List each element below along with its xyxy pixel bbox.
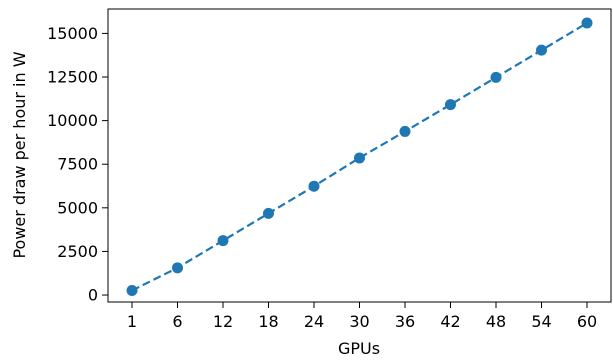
data-point (308, 180, 320, 192)
data-point (399, 125, 411, 137)
y-axis: 0 2500 5000 7500 10000 12500 15000 (47, 24, 108, 305)
x-tick-label: 6 (172, 312, 182, 331)
x-axis: 1 6 12 18 24 30 36 42 48 54 60 (127, 302, 597, 331)
data-point (217, 235, 229, 247)
data-point (445, 99, 456, 111)
x-tick-label: 24 (304, 312, 324, 331)
x-tick-label: 60 (577, 312, 597, 331)
x-tick-label: 30 (349, 312, 369, 331)
x-tick-label: 12 (213, 312, 233, 331)
x-tick-label: 18 (258, 312, 278, 331)
y-tick-label: 5000 (57, 198, 98, 217)
data-point (263, 207, 274, 219)
data-point (490, 71, 502, 83)
x-tick-label: 42 (440, 312, 460, 331)
y-tick-label: 12500 (47, 68, 98, 87)
y-tick-label: 2500 (57, 242, 98, 261)
x-axis-label: GPUs (338, 339, 380, 358)
y-tick-label: 10000 (47, 111, 98, 130)
data-point (126, 284, 138, 296)
x-tick-label: 48 (486, 312, 506, 331)
y-tick-label: 7500 (57, 155, 98, 174)
data-point (172, 262, 183, 274)
data-point (536, 44, 547, 56)
series-line (131, 22, 588, 292)
x-tick-label: 54 (531, 312, 551, 331)
data-point (354, 152, 365, 164)
y-tick-label: 15000 (47, 24, 98, 43)
y-axis-label: Power draw per hour in W (10, 51, 29, 258)
data-points (126, 17, 593, 296)
x-tick-label: 1 (127, 312, 137, 331)
y-tick-label: 0 (88, 286, 98, 305)
data-point (581, 17, 593, 29)
x-tick-label: 36 (395, 312, 415, 331)
